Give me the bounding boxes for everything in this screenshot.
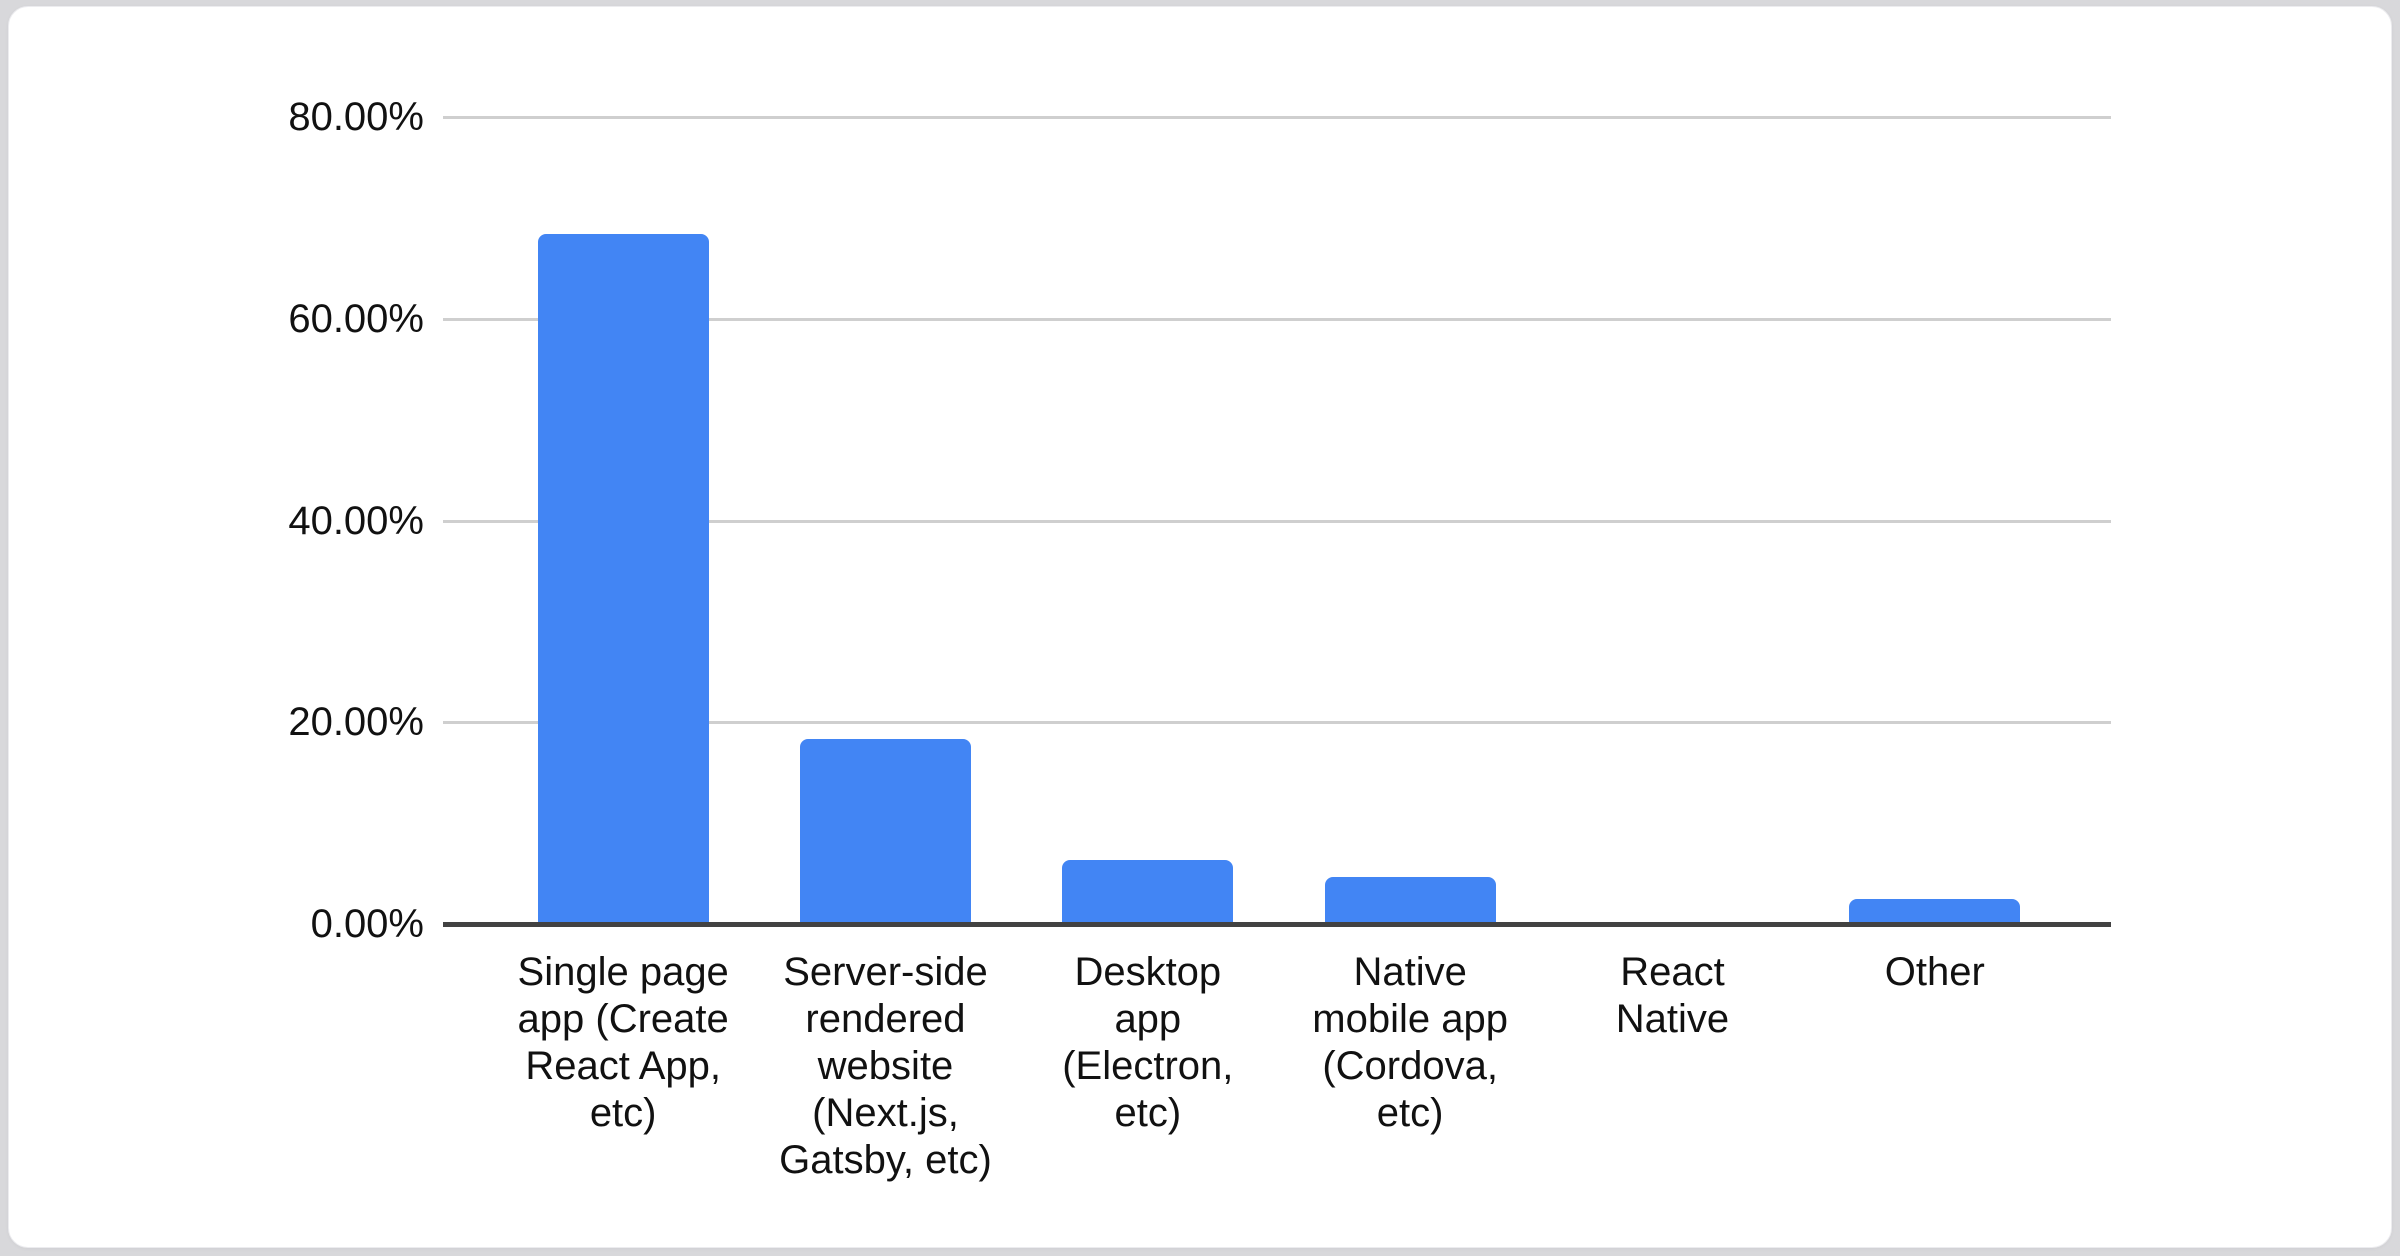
x-label-line: etc) [1376, 1091, 1444, 1135]
gridline-60.00% [443, 317, 2111, 321]
x-label-line: Server-side [783, 950, 988, 994]
x-label-line: app [1114, 997, 1182, 1041]
x-label-line: (Electron, [1062, 1044, 1234, 1088]
x-label-line: (Next.js, [812, 1091, 959, 1135]
y-tick-label-80.00%: 80.00% [288, 95, 424, 139]
y-tick-label-40.00%: 40.00% [288, 498, 424, 543]
x-label-line: etc) [589, 1091, 657, 1135]
bar-native-mobile-app-cordova-etc[interactable] [1324, 876, 1496, 924]
y-tick-label-60.00%: 60.00% [288, 296, 424, 341]
x-label-line: Single page [517, 950, 729, 994]
x-label-line: website [817, 1044, 954, 1088]
x-label-line: mobile app [1312, 997, 1508, 1041]
x-label-line: React App, [525, 1044, 721, 1088]
x-label-line: Desktop [1074, 950, 1222, 994]
x-axis-category-labels: Single page app (Create React App, etc) Serv… [492, 949, 2066, 1184]
x-label-line: rendered [805, 997, 966, 1041]
x-label-react-native: React Native [1541, 949, 1803, 1184]
bar-slot-other [1804, 117, 2066, 924]
bar-slot-server-side-rendered-website-next-js-gatsby-etc [754, 117, 1016, 924]
x-label-line: Other [1884, 950, 1985, 994]
bar-server-side-rendered-website-next-js-gatsby-etc[interactable] [799, 739, 971, 924]
x-label-other: Other [1804, 949, 2066, 1184]
chart-card: 0.00% 20.00% 40.00% 60.00% 80.00% Single pag… [8, 6, 2392, 1248]
y-tick-label-20.00%: 20.00% [288, 700, 424, 745]
bar-slot-desktop-app-electron-etc [1017, 117, 1279, 924]
x-label-line: Native [1615, 997, 1730, 1041]
bar-single-page-app-create-react-app-etc[interactable] [537, 234, 709, 924]
x-label-line: Gatsby, etc) [779, 1138, 992, 1182]
bar-other[interactable] [1849, 898, 2021, 924]
x-axis-line [443, 922, 2111, 927]
x-label-line: (Cordova, [1322, 1044, 1498, 1088]
gridline-20.00% [443, 721, 2111, 725]
x-label-desktop-app-electron-etc: Desktop app (Electron, etc) [1017, 949, 1279, 1184]
x-label-line: React [1620, 950, 1725, 994]
x-label-native-mobile-app-cordova-etc: Native mobile app (Cordova, etc) [1279, 949, 1541, 1184]
gridline-40.00% [443, 519, 2111, 523]
x-label-single-page-app-create-react-app-etc: Single page app (Create React App, etc) [492, 949, 754, 1184]
bar-slot-native-mobile-app-cordova-etc [1279, 117, 1541, 924]
bar-slot-react-native [1541, 117, 1803, 924]
plot-area [443, 116, 2111, 927]
gridline-80.00% [443, 116, 2111, 119]
y-tick-label-0.00%: 0.00% [310, 902, 424, 946]
x-label-server-side-rendered-website-next-js-gatsby-etc: Server-side rendered website (Next.js, Gatsb… [754, 949, 1016, 1184]
bar-desktop-app-electron-etc[interactable] [1062, 860, 1234, 924]
x-label-line: app (Create [517, 997, 729, 1041]
x-label-line: etc) [1114, 1091, 1182, 1135]
x-label-line: Native [1353, 950, 1467, 994]
bar-slot-single-page-app-create-react-app-etc [492, 117, 754, 924]
bar-series [443, 117, 2111, 924]
